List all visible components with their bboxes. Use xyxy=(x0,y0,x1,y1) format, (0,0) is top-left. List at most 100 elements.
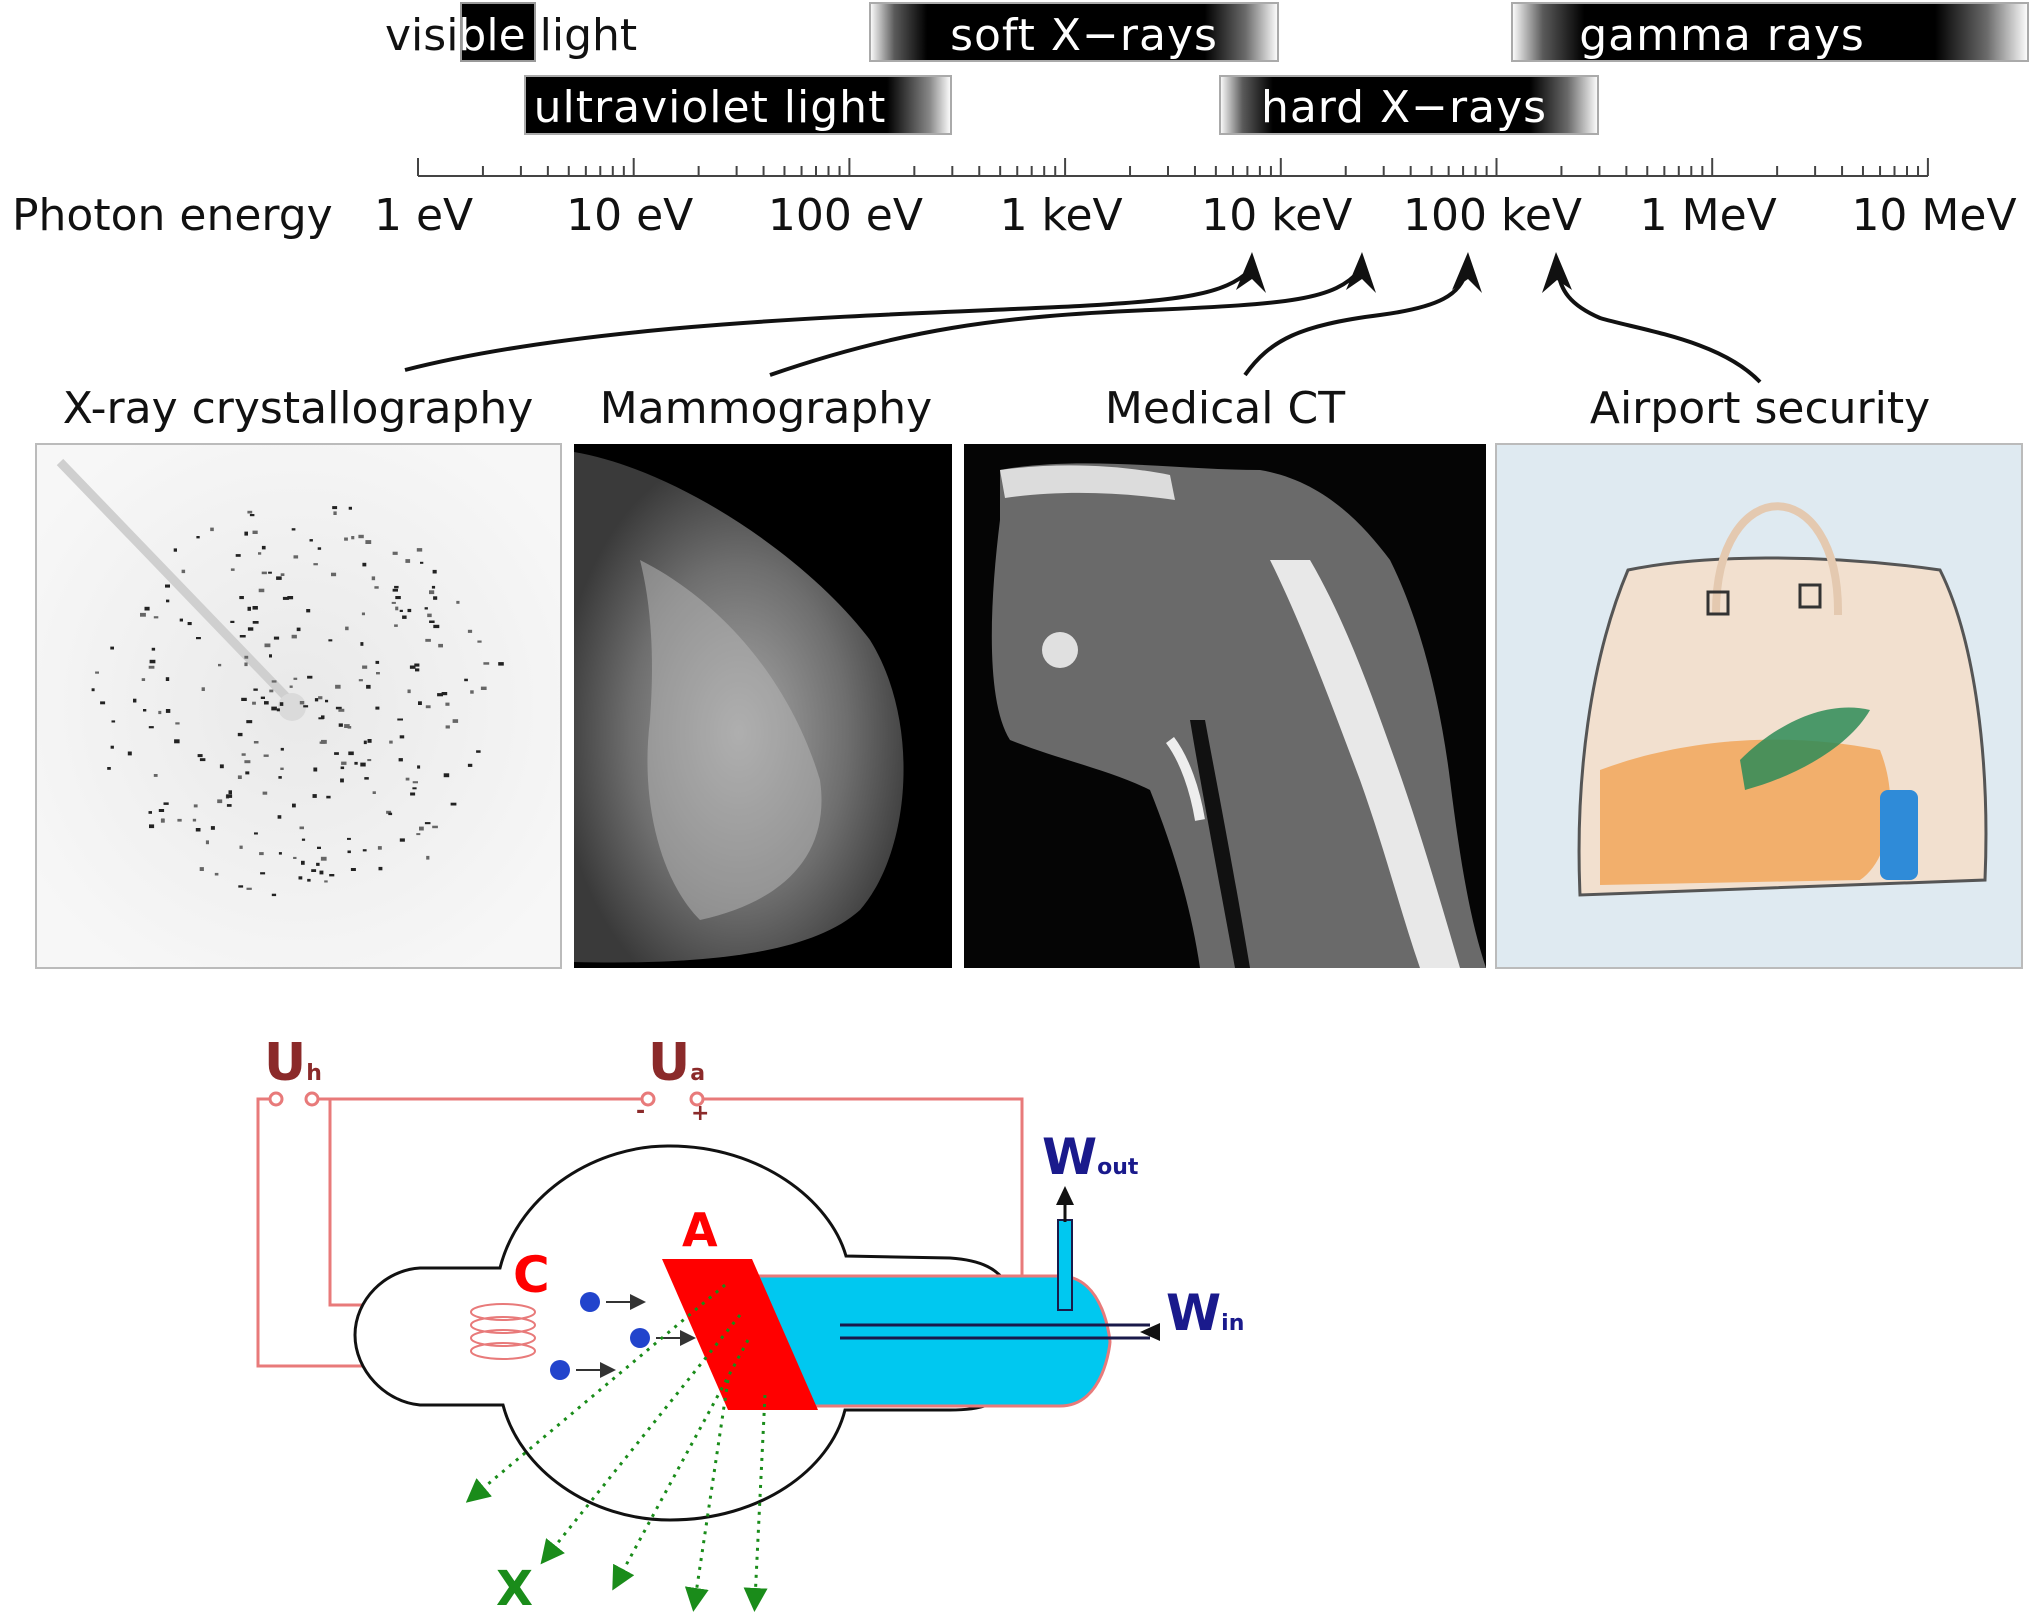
diffraction-spot xyxy=(394,585,399,589)
label-wout-main: W xyxy=(1042,1128,1097,1186)
application-arrows xyxy=(404,268,1762,384)
diffraction-spot xyxy=(230,568,235,571)
arrowhead-10kev xyxy=(1236,252,1266,293)
diffraction-spot xyxy=(301,860,305,865)
diffraction-spot xyxy=(260,872,266,875)
diffraction-spot xyxy=(412,781,418,784)
diffraction-spot xyxy=(261,571,267,575)
diffraction-spot xyxy=(483,662,490,665)
diffraction-spot xyxy=(258,588,265,593)
band-hard-xrays-label: hard X−rays xyxy=(1261,82,1547,133)
diffraction-spot xyxy=(244,760,251,764)
diffraction-spot xyxy=(260,696,265,699)
svg-text:Ua: Ua xyxy=(648,1033,705,1093)
bag-orange-contents xyxy=(1600,739,1891,885)
diffraction-spot xyxy=(399,609,403,612)
label-uh-main: U xyxy=(264,1033,306,1093)
diffraction-spot xyxy=(127,751,132,756)
diffraction-spot xyxy=(205,840,209,845)
diffraction-spot xyxy=(158,809,165,812)
diffraction-spot xyxy=(395,596,401,600)
diffraction-spot xyxy=(351,536,355,540)
diffraction-spot xyxy=(173,548,177,552)
diffraction-spot xyxy=(177,818,182,822)
diffraction-spot xyxy=(298,876,303,880)
diffraction-spot xyxy=(441,692,448,696)
diffraction-spot xyxy=(426,855,430,860)
arrowhead-20kev xyxy=(1346,252,1376,293)
uh-terminal-1 xyxy=(268,1091,284,1107)
diffraction-spot xyxy=(244,655,249,659)
diffraction-spot xyxy=(151,647,156,651)
diffraction-spot xyxy=(350,868,356,871)
diffraction-spot xyxy=(397,718,403,721)
diffraction-spot xyxy=(317,547,322,550)
diffraction-spot xyxy=(292,803,296,808)
diffraction-spot xyxy=(332,506,338,510)
diffraction-spot xyxy=(312,794,317,798)
diffraction-spot xyxy=(249,514,255,517)
diffraction-spot xyxy=(244,662,248,667)
band-hard-xrays: hard X−rays xyxy=(1219,75,1599,135)
diffraction-spot xyxy=(445,725,450,729)
diffraction-spot xyxy=(148,811,152,814)
diffraction-spot xyxy=(452,719,459,723)
diffraction-spot xyxy=(420,561,424,564)
diffraction-spot xyxy=(201,687,205,691)
diffraction-spot xyxy=(409,665,416,669)
diffraction-spot xyxy=(425,705,431,709)
ua-terminal-minus xyxy=(640,1091,656,1107)
diffraction-spot xyxy=(407,689,411,694)
diffraction-spot xyxy=(166,599,170,603)
beamstop xyxy=(278,693,306,721)
diffraction-spot xyxy=(338,723,343,727)
diffraction-spot xyxy=(291,528,296,531)
axis-tick-label: 10 MeV xyxy=(1851,190,2016,241)
diffraction-spot xyxy=(273,636,280,640)
diffraction-spot xyxy=(389,740,393,744)
label-wout-sub: out xyxy=(1097,1155,1139,1180)
application-labels: X-ray crystallography Mammography Medica… xyxy=(63,383,1930,434)
label-airport-security: Airport security xyxy=(1590,383,1930,434)
diffraction-spot xyxy=(163,802,169,805)
diffraction-spot xyxy=(235,554,241,557)
anode-target xyxy=(662,1259,818,1410)
diffraction-spot xyxy=(253,741,259,744)
diffraction-spot xyxy=(498,662,504,666)
diffraction-spot xyxy=(445,702,450,706)
diffraction-spot xyxy=(318,696,323,700)
diffraction-spot xyxy=(252,701,256,705)
diffraction-spot xyxy=(326,795,331,799)
diffraction-spot xyxy=(371,576,376,581)
xray-ray xyxy=(612,1339,750,1591)
diffraction-spot xyxy=(143,709,147,712)
diffraction-spot xyxy=(226,794,233,798)
diffraction-spot xyxy=(244,531,248,536)
diffraction-spot xyxy=(247,627,254,631)
diffraction-spot xyxy=(107,767,111,770)
diffraction-spot xyxy=(398,758,403,762)
xray-ray xyxy=(465,1283,726,1503)
arrowhead-80kev xyxy=(1452,252,1482,293)
diffraction-spot xyxy=(358,679,363,682)
diffraction-spot xyxy=(456,600,460,604)
diffraction-spot xyxy=(230,620,235,623)
uh-terminal-2 xyxy=(304,1091,320,1107)
xray-ray xyxy=(684,1379,730,1612)
diffraction-spot xyxy=(364,777,369,780)
diffraction-spot xyxy=(372,791,376,794)
diffraction-spot xyxy=(314,698,319,702)
diffraction-spot xyxy=(480,686,487,690)
diffraction-spot xyxy=(405,559,411,563)
diffraction-spot xyxy=(239,845,243,849)
electron xyxy=(580,1292,600,1312)
axis-title: Photon energy xyxy=(12,190,333,241)
diffraction-spot xyxy=(277,815,282,819)
diffraction-spot xyxy=(320,856,327,861)
diffraction-spot xyxy=(433,624,440,629)
diffraction-spot xyxy=(199,867,204,871)
diffraction-spot xyxy=(334,752,339,755)
diffraction-spot xyxy=(347,837,351,840)
diffraction-spot xyxy=(419,826,424,831)
diffraction-spot xyxy=(245,771,250,775)
